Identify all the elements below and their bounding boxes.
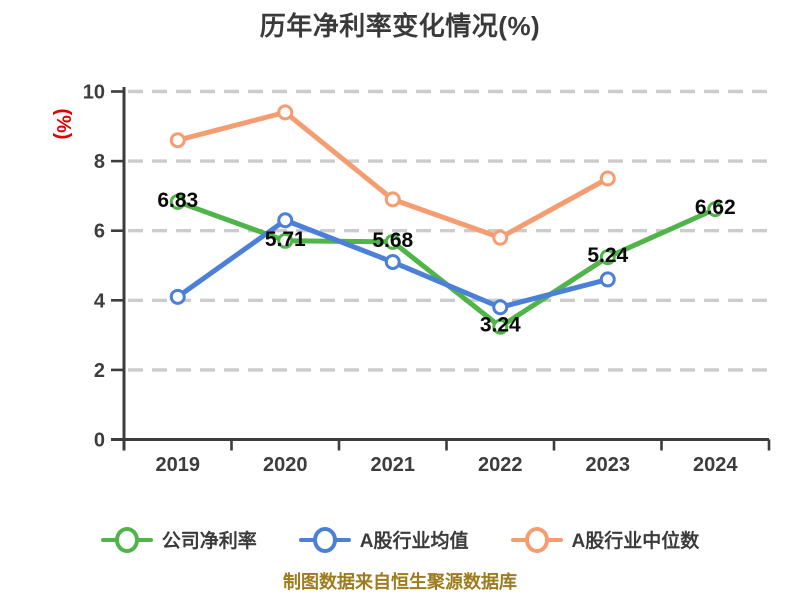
legend-item-0: 公司净利率 [100,526,257,553]
x-tick-label: 2020 [263,454,308,476]
data-point-label: 5.24 [587,244,628,267]
y-tick-label: 0 [94,430,105,452]
data-point-series-2 [492,229,509,246]
x-tick-label: 2022 [478,454,523,476]
x-tick-label: 2021 [371,454,416,476]
legend-item-2: A股行业中位数 [510,526,700,553]
y-tick-label: 4 [94,290,106,312]
legend-item-label: A股行业均值 [359,531,469,552]
y-tick-label: 10 [83,82,105,104]
data-point-series-1 [492,299,509,316]
chart-title: 历年净利率变化情况(%) [259,11,541,41]
y-tick-label: 8 [94,151,105,173]
data-point-series-2 [277,104,294,121]
data-point-series-2 [169,132,186,149]
legend-item-label: 公司净利率 [161,531,257,552]
data-point-label: 5.71 [265,228,306,251]
x-tick-label: 2019 [156,454,201,476]
data-point-series-0 [277,232,294,249]
legend-dot-icon [312,526,337,553]
data-point-series-2 [599,170,616,187]
data-point-series-0 [707,201,724,218]
legend-item-1: A股行业均值 [298,526,469,553]
legend: 公司净利率 A股行业均值 A股行业中位数 [0,526,800,553]
data-point-series-1 [599,271,616,288]
x-tick-label: 2023 [586,454,631,476]
line-chart: 0 2 4 6 8 10 2019 2020 2021 2022 2023 2024 6.83 5.71 5… [83,82,772,476]
data-point-series-0 [492,318,509,335]
y-tick-label: 2 [94,360,105,382]
legend-marker-icon [298,526,351,553]
data-point-series-0 [599,249,616,266]
legend-dot-icon [524,526,549,553]
y-tick-label: 6 [94,221,105,243]
data-point-series-1 [277,212,294,229]
data-point-label: 6.62 [695,196,736,219]
data-point-label: 6.83 [157,189,198,212]
legend-marker-icon [100,526,153,553]
legend-dot-icon [114,526,139,553]
data-point-series-2 [384,191,401,208]
legend-marker-icon [510,526,563,553]
series-line-2 [175,109,611,241]
data-point-series-1 [384,254,401,271]
data-point-label: 5.68 [372,229,413,252]
data-source-note: 制图数据来自恒生聚源数据库 [283,572,517,592]
legend-item-label: A股行业中位数 [571,531,700,552]
x-tick-label: 2024 [693,454,738,476]
data-point-label: 3.24 [480,314,521,337]
data-point-series-1 [169,288,186,305]
data-point-series-0 [169,193,186,210]
data-point-series-0 [384,233,401,250]
